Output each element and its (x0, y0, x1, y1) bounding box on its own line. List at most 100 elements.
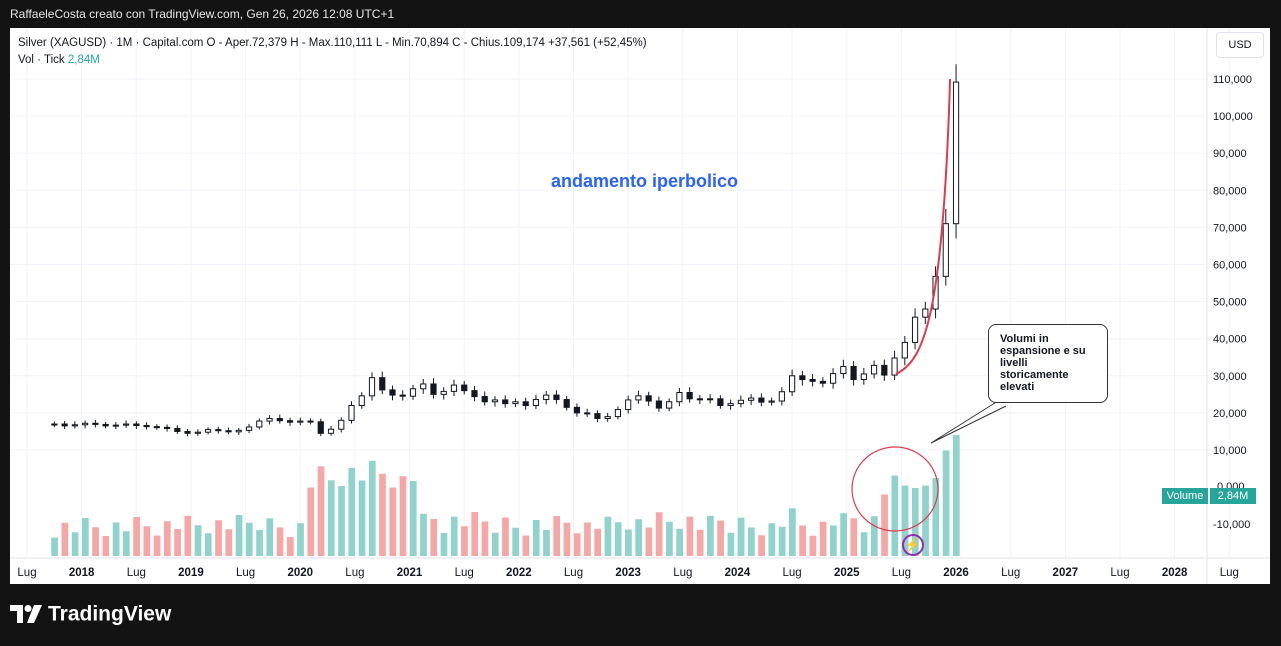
chart-caption: RaffaeleCosta creato con TradingView.com… (10, 7, 395, 21)
candle-body (563, 399, 570, 408)
volume-bar (543, 530, 550, 556)
candle-body (184, 430, 191, 434)
tradingview-logo[interactable]: TradingView (10, 602, 171, 626)
candle-body (225, 430, 232, 433)
candle-body (204, 429, 212, 433)
price-chart[interactable]: 110,000 100,000 90,000 80,000 70,000 60,000 50… (10, 28, 1270, 584)
candle-body (707, 398, 714, 401)
candle-body (143, 425, 150, 428)
volume-bar (204, 533, 212, 556)
volume-bar (82, 518, 89, 556)
volume-bar (614, 522, 622, 556)
lightning-icon[interactable]: ⚡ (902, 534, 924, 556)
volume-bar (778, 526, 786, 556)
volume-bar (522, 535, 530, 556)
volume-legend: Vol · Tick 2,84M (18, 52, 647, 69)
candle-body (102, 423, 109, 427)
annotation-title: andamento iperbolico (551, 171, 739, 191)
candle-body (338, 419, 345, 430)
candle-body (163, 426, 171, 429)
time-tick-label: Lug (564, 567, 583, 579)
volume-bar (901, 485, 909, 556)
candle-body (840, 366, 847, 375)
candle-body (645, 395, 652, 402)
candle-body (122, 423, 130, 426)
chart-caption-bar: RaffaeleCosta creato con TradingView.com… (0, 0, 1281, 28)
time-tick-label: Lug (455, 567, 474, 579)
volume-bar (799, 525, 806, 556)
volume-bar (491, 532, 499, 556)
volume-bar (727, 532, 735, 556)
candle-body (737, 399, 744, 405)
time-tick-label: 2023 (615, 567, 641, 579)
volume-bar (881, 494, 888, 556)
candle-body (430, 383, 437, 395)
candle-body (379, 377, 386, 391)
time-tick-label: 2018 (69, 567, 95, 579)
price-tick-label: 70,000 (1213, 222, 1247, 234)
volume-bar (379, 473, 386, 556)
volume-tag-label: Volume (1162, 488, 1208, 504)
candle-body (82, 422, 89, 426)
candle-body (870, 364, 878, 375)
volume-bar (102, 536, 110, 556)
volume-bar (245, 522, 253, 556)
volume-bar (71, 532, 79, 556)
volume-bar (860, 532, 868, 556)
candle-body (256, 420, 263, 428)
candle-body (717, 398, 724, 406)
volume-bar (645, 527, 653, 556)
time-tick-label: Lug (783, 567, 802, 579)
volume-bar (225, 529, 233, 556)
volume-bar (122, 531, 130, 556)
volume-bar (481, 521, 489, 556)
time-tick-label: 2024 (725, 567, 751, 579)
volume-bar (409, 481, 417, 556)
candle-body (450, 384, 458, 392)
volume-bar (327, 480, 335, 556)
time-tick-label: Lug (345, 567, 364, 579)
candle-body (942, 223, 949, 277)
candle-body (799, 375, 806, 381)
candle-body (297, 420, 304, 423)
tradingview-brand: TradingView (48, 602, 172, 626)
volume-bar (358, 480, 366, 556)
price-tick-label: 10,000 (1213, 445, 1247, 457)
candle-body (922, 308, 929, 318)
candle-body (92, 422, 99, 425)
volume-bar (399, 476, 407, 556)
volume-bar (850, 518, 858, 556)
candle-body (573, 406, 581, 414)
candle-body (481, 396, 488, 403)
candle-body (51, 423, 58, 426)
candle-body (502, 399, 509, 405)
volume-legend-label: Vol · Tick (18, 54, 65, 66)
candle-body (584, 412, 591, 415)
candle-body (614, 409, 622, 418)
candle-body (727, 403, 734, 406)
volume-tag-value: 2,84M (1210, 488, 1256, 504)
candle-body (512, 401, 519, 405)
volume-bar (143, 526, 151, 556)
volume-bar (471, 512, 479, 556)
volume-bar (153, 535, 161, 556)
candle-body (819, 380, 826, 384)
volume-callout: Volumi in espansione e su livelli storic… (988, 324, 1108, 403)
volume-bar (635, 519, 643, 556)
volume-bar (666, 521, 673, 556)
time-tick-label: Lug (1110, 567, 1129, 579)
price-tick-label: 20,000 (1213, 408, 1247, 420)
candle-body (932, 275, 939, 310)
volume-bar (676, 528, 683, 556)
volume-bar (768, 523, 776, 556)
candle-body (235, 429, 242, 433)
hyperbolic-curve (895, 78, 952, 375)
volume-bar (112, 522, 120, 556)
candle-body (594, 413, 601, 419)
currency-button[interactable]: USD (1216, 32, 1264, 58)
volume-bar (307, 487, 315, 556)
candle-body (676, 391, 683, 403)
chart-panel[interactable]: 110,000 100,000 90,000 80,000 70,000 60,000 50… (10, 28, 1270, 584)
time-tick-label: Lug (1220, 567, 1239, 579)
candle-body (245, 426, 253, 431)
